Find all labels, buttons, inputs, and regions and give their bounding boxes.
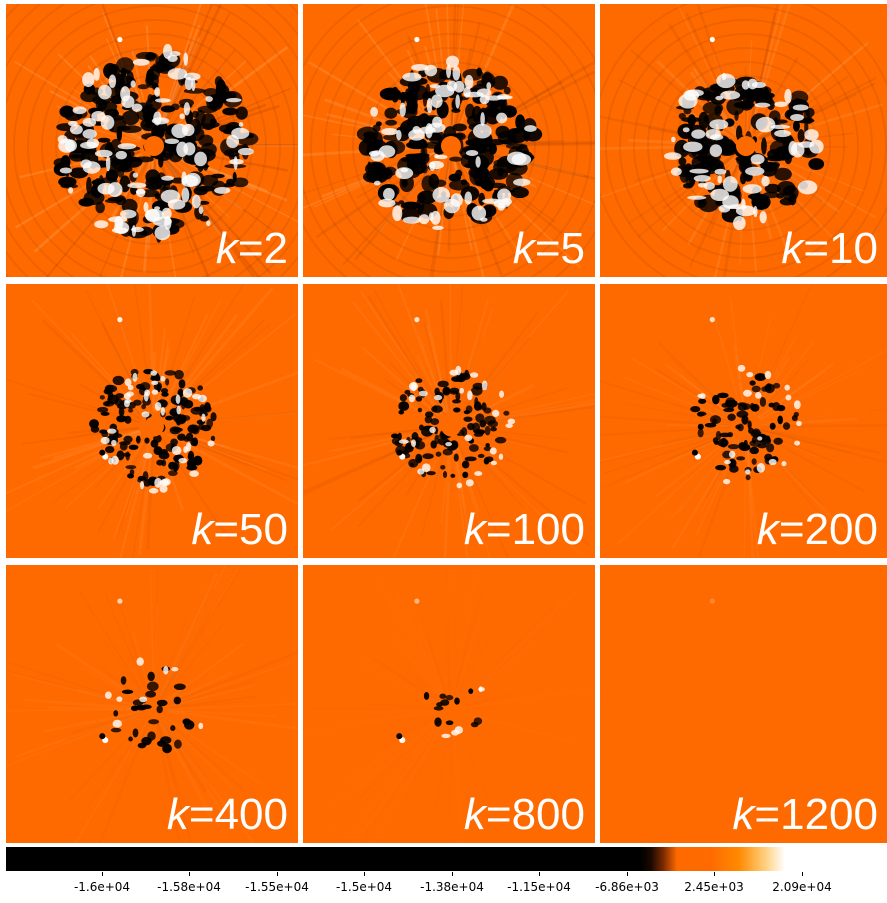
panel-k5-label: k=5	[512, 224, 585, 273]
panel-k800: k=800	[303, 565, 595, 843]
colorbar-tick	[277, 872, 278, 876]
panel-grid: k=2 k=5 k=10 k=50 k=100 k=200 k=400 k=80…	[6, 4, 887, 843]
panel-k200-label: k=200	[756, 505, 878, 554]
panel-k1200-label: k=1200	[732, 790, 878, 839]
panel-k800-label: k=800	[463, 790, 585, 839]
colorbar-tick	[364, 872, 365, 876]
colorbar-tick-label: 2.45e+03	[684, 880, 744, 894]
colorbar-ticks: -1.6e+04 -1.58e+04 -1.55e+04 -1.5e+04 -1…	[6, 872, 887, 902]
panel-k100-image	[303, 284, 595, 558]
colorbar-tick	[452, 872, 453, 876]
panel-k800-image	[396, 598, 485, 744]
panel-k200-image	[600, 284, 887, 558]
panel-k5: k=5	[303, 4, 595, 277]
colorbar-tick-label: -6.86e+03	[595, 880, 659, 894]
colorbar-tick	[189, 872, 190, 876]
colorbar	[6, 847, 887, 871]
panel-k2-label: k=2	[215, 224, 288, 273]
colorbar-tick	[714, 872, 715, 876]
panel-k400-image	[6, 565, 298, 843]
panel-k400: k=400	[6, 565, 298, 843]
panel-k100-label: k=100	[463, 505, 585, 554]
panel-k50: k=50	[6, 284, 298, 558]
colorbar-tick	[802, 872, 803, 876]
colorbar-tick	[627, 872, 628, 876]
panel-k10-image	[600, 4, 887, 277]
panel-k100: k=100	[303, 284, 595, 558]
panel-k10: k=10	[600, 4, 887, 277]
panel-k400-label: k=400	[166, 790, 288, 839]
panel-k50-label: k=50	[191, 505, 288, 554]
colorbar-tick-label: -1.6e+04	[73, 880, 131, 894]
colorbar-tick-label: -1.5e+04	[335, 880, 393, 894]
colorbar-tick-label: -1.58e+04	[157, 880, 221, 894]
panel-k1200: k=1200	[600, 565, 887, 843]
panel-k1200-image	[709, 598, 715, 604]
colorbar-tick-label: 2.09e+04	[772, 880, 832, 894]
colorbar-tick	[102, 872, 103, 876]
panel-k2-image	[6, 4, 298, 277]
colorbar-tick-label: -1.38e+04	[420, 880, 484, 894]
panel-k200: k=200	[600, 284, 887, 558]
colorbar-tick-label: -1.15e+04	[507, 880, 571, 894]
colorbar-tick-label: -1.55e+04	[245, 880, 309, 894]
panel-k50-image	[6, 284, 298, 558]
panel-k5-image	[303, 4, 595, 277]
panel-k2: k=2	[6, 4, 298, 277]
panel-k10-label: k=10	[781, 224, 878, 273]
colorbar-tick	[539, 872, 540, 876]
